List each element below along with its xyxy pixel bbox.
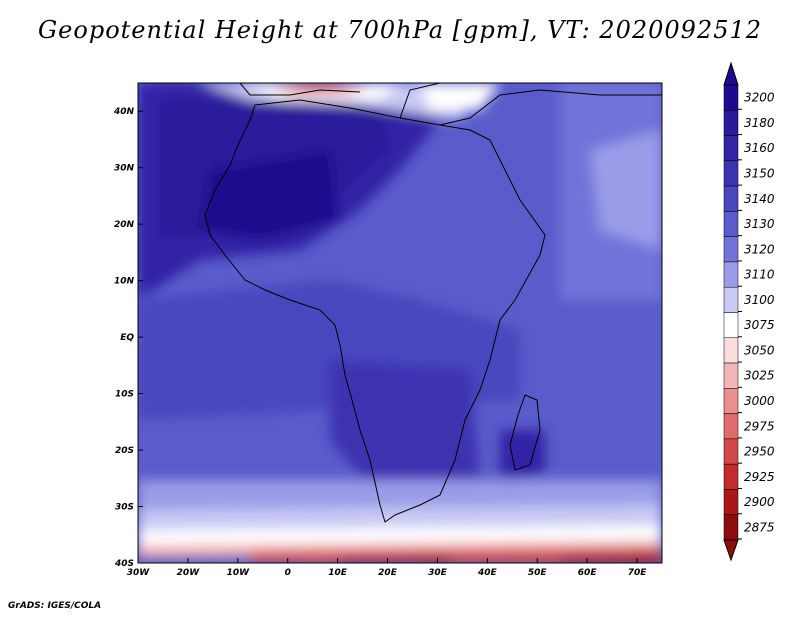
colorbar-top-arrow xyxy=(723,61,739,86)
lon-tick-label: 40E xyxy=(477,568,498,578)
colorbar-swatch xyxy=(723,514,739,541)
colorbar-swatch xyxy=(723,185,739,212)
colorbar-label: 2975 xyxy=(744,419,775,433)
colorbar-label: 2950 xyxy=(744,445,775,459)
colorbar-label: 3120 xyxy=(744,242,775,256)
lon-tick-label: 10W xyxy=(227,568,251,578)
lon-tick-label: 30E xyxy=(428,568,448,578)
lon-tick-label: 70E xyxy=(628,568,648,578)
colorbar-swatch xyxy=(723,261,739,288)
colorbar-bottom-arrow xyxy=(723,539,739,562)
colorbar-swatch xyxy=(723,312,739,339)
colorbar-swatch xyxy=(723,362,739,389)
lat-tick-label: EQ xyxy=(120,333,134,343)
grads-credit: GrADS: IGES/COLA xyxy=(8,601,102,611)
colorbar-label: 3180 xyxy=(744,116,775,130)
colorbar-swatch xyxy=(723,286,739,313)
colorbar-label: 3025 xyxy=(744,369,775,383)
colorbar-swatch xyxy=(723,84,739,111)
latitude-axis: 40N 30N 20N 10N EQ 10S 20S 30S 40S xyxy=(113,107,143,569)
colorbar-label: 3000 xyxy=(744,394,775,408)
colorbar-swatch xyxy=(723,135,739,162)
coastlines xyxy=(204,83,662,523)
colorbar-swatch xyxy=(723,160,739,187)
lat-tick-label: 30S xyxy=(115,503,134,513)
colorbar-swatch xyxy=(723,463,739,490)
colorbar: 3200 3180 3160 3150 3140 3130 3120 3110 3100 3075… xyxy=(723,61,775,562)
lon-tick-label: 60E xyxy=(578,568,598,578)
colorbar-label: 3160 xyxy=(744,141,775,155)
lat-tick-label: 20S xyxy=(115,446,134,456)
colorbar-swatch xyxy=(723,337,739,364)
colorbar-label: 3130 xyxy=(744,217,775,231)
colorbar-swatch xyxy=(723,110,739,136)
colorbar-label: 2900 xyxy=(744,495,775,509)
map-title: Geopotential Height at 700hPa [gpm], VT:… xyxy=(38,16,762,44)
lat-tick-label: 40S xyxy=(114,559,134,569)
lon-tick-label: 20E xyxy=(378,568,398,578)
colorbar-label: 2925 xyxy=(744,470,775,484)
colorbar-label: 3050 xyxy=(744,343,775,357)
lon-tick-label: 20W xyxy=(177,568,201,578)
lat-tick-label: 10S xyxy=(115,390,134,400)
lon-tick-label: 30W xyxy=(127,568,151,578)
colorbar-swatch xyxy=(723,413,739,440)
colorbar-label: 3140 xyxy=(744,192,775,206)
lat-tick-label: 20N xyxy=(114,220,135,230)
plot-frame xyxy=(137,82,663,564)
longitude-axis: 30W 20W 10W 0 10E 20E 30E 40E 50E 60E 70E xyxy=(127,558,647,578)
colorbar-label: 2875 xyxy=(744,520,775,534)
colorbar-swatch xyxy=(723,236,739,263)
lat-tick-label: 10N xyxy=(114,277,135,287)
colorbar-label: 3075 xyxy=(744,318,775,332)
colorbar-label: 3110 xyxy=(744,268,775,282)
colorbar-swatch xyxy=(723,388,739,414)
lon-tick-label: 50E xyxy=(528,568,548,578)
colorbar-swatch xyxy=(723,438,739,465)
colorbar-label: 3150 xyxy=(744,166,775,180)
colorbar-swatch xyxy=(723,211,739,237)
colorbar-swatch xyxy=(723,489,739,515)
lat-tick-label: 40N xyxy=(113,107,135,117)
colorbar-label: 3200 xyxy=(744,91,775,105)
colorbar-label: 3100 xyxy=(744,293,775,307)
lat-tick-label: 30N xyxy=(114,164,135,174)
lon-tick-label: 10E xyxy=(328,568,348,578)
lon-tick-label: 0 xyxy=(285,568,291,578)
height-field xyxy=(138,83,662,563)
